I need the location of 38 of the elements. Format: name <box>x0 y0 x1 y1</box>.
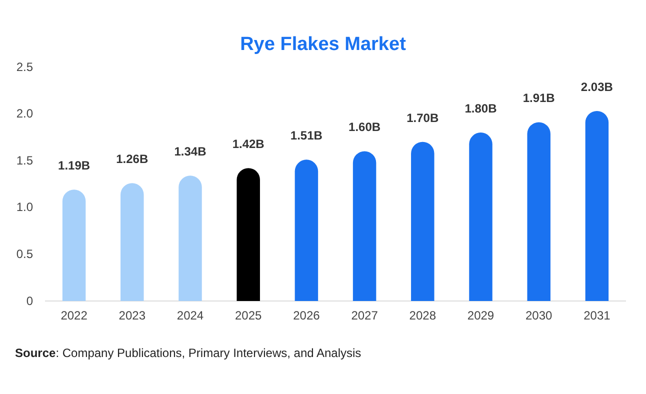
x-tick-label: 2027 <box>351 308 378 323</box>
bar <box>62 190 86 301</box>
y-tick-label: 1.0 <box>16 200 34 214</box>
x-tick-label: 2028 <box>409 308 436 323</box>
bar <box>527 122 550 301</box>
data-label: 1.26B <box>116 152 148 166</box>
y-tick-label: 1.5 <box>16 153 34 168</box>
data-label: 1.34B <box>174 144 207 159</box>
data-label: 1.60B <box>348 120 381 134</box>
bar <box>236 168 260 301</box>
data-label: 1.91B <box>522 91 556 106</box>
data-label: 1.51B <box>290 128 323 143</box>
x-tick-label: 2029 <box>467 308 494 323</box>
bar <box>178 176 202 301</box>
bar <box>585 111 609 301</box>
y-tick-label: 2.5 <box>16 60 34 74</box>
source-note: Source: Company Publications, Primary Interviews, and Analysis <box>15 346 362 360</box>
chart-title: Rye Flakes Market <box>240 34 407 55</box>
bar <box>120 183 144 301</box>
y-tick-label: 0.5 <box>16 247 34 262</box>
bar <box>469 132 492 301</box>
x-tick-label: 2025 <box>235 308 262 323</box>
x-tick-label: 2030 <box>526 308 553 323</box>
x-tick-label: 2026 <box>293 308 320 323</box>
x-tick-label: 2024 <box>176 308 204 323</box>
data-label: 1.80B <box>464 102 498 116</box>
x-tick-label: 2031 <box>584 308 611 323</box>
x-tick-label: 2023 <box>118 308 146 323</box>
bar <box>411 142 434 301</box>
data-label: 1.70B <box>406 110 439 125</box>
data-label: 2.03B <box>580 80 614 94</box>
data-label: 1.42B <box>232 137 265 152</box>
y-tick-label: 2.0 <box>16 106 34 121</box>
y-tick-label: 0 <box>26 294 34 308</box>
x-tick-label: 2022 <box>60 308 88 323</box>
data-label: 1.19B <box>58 158 90 173</box>
bar <box>294 160 318 301</box>
bar <box>352 151 376 301</box>
